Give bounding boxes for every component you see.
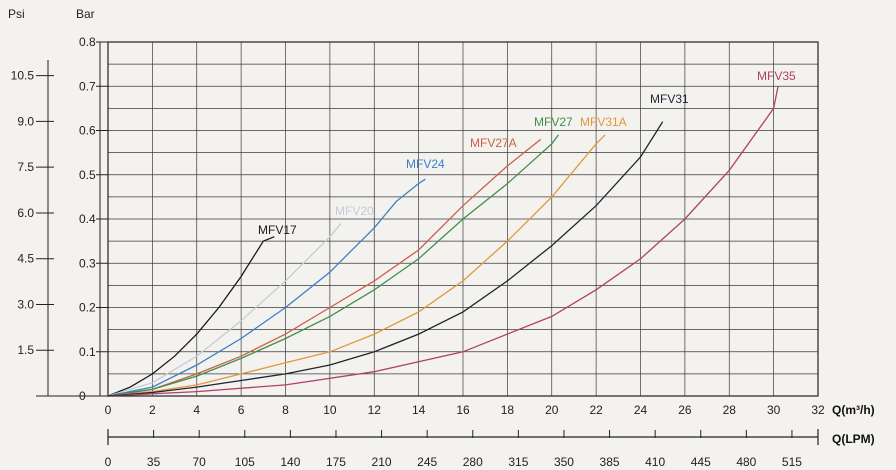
psi-unit-label: Psi	[8, 7, 25, 21]
bar-tick-label: 0.4	[79, 212, 96, 226]
psi-tick-label: 3.0	[17, 297, 34, 311]
x-tick-label: 32	[811, 403, 825, 417]
bar-tick-label: 0.5	[79, 168, 96, 182]
series-label-mfv20: MFV20	[335, 204, 374, 218]
lpm-tick-label: 280	[463, 455, 483, 469]
lpm-tick-label: 445	[691, 455, 711, 469]
lpm-tick-label: 315	[508, 455, 528, 469]
series-label-mfv31a: MFV31A	[580, 115, 627, 129]
x-axis-title: Q(m³/h)	[832, 403, 875, 417]
lpm-tick-label: 140	[280, 455, 300, 469]
lpm-tick-label: 480	[736, 455, 756, 469]
x-tick-label: 30	[767, 403, 781, 417]
x-tick-label: 12	[368, 403, 382, 417]
x-tick-label: 10	[323, 403, 337, 417]
lpm-tick-label: 210	[372, 455, 392, 469]
lpm-tick-label: 515	[782, 455, 802, 469]
series-line-mfv35	[107, 86, 779, 397]
pump-curves	[107, 86, 779, 397]
series-label-mfv27: MFV27	[534, 115, 573, 129]
x-tick-label: 18	[501, 403, 515, 417]
x-tick-label: 14	[412, 403, 426, 417]
x-tick-label: 22	[589, 403, 603, 417]
series-line-mfv27	[107, 134, 559, 397]
bar-tick-label: 0.8	[79, 35, 96, 49]
x-tick-label: 28	[723, 403, 737, 417]
x-tick-label: 8	[282, 403, 289, 417]
series-label-mfv17: MFV17	[258, 223, 297, 237]
series-label-mfv31: MFV31	[650, 92, 689, 106]
series-labels: MFV17 MFV20 MFV24 MFV27A MFV27 MFV31A MFV31 MFV…	[258, 69, 796, 237]
x-tick-label: 26	[678, 403, 692, 417]
bar-tick-label: 0.2	[79, 301, 96, 315]
series-line-mfv24	[107, 178, 426, 397]
tick-labels: 0 0.1 0.2 0.3 0.4 0.5 0.6 0.7 0.8 Bar 1.5 3.0 4.5 6.0…	[8, 7, 875, 469]
axes	[36, 41, 819, 445]
psi-tick-label: 10.5	[11, 69, 35, 83]
lpm-tick-label: 70	[193, 455, 207, 469]
bar-tick-label: 0.3	[79, 256, 96, 270]
psi-tick-label: 4.5	[17, 252, 34, 266]
series-line-mfv27a	[107, 138, 542, 397]
bar-tick-label: 0.7	[79, 79, 96, 93]
series-line-mfv31	[107, 121, 664, 397]
lpm-tick-label: 410	[645, 455, 665, 469]
lpm-tick-label: 35	[147, 455, 161, 469]
x-tick-label: 0	[105, 403, 112, 417]
lpm-tick-label: 175	[326, 455, 346, 469]
bar-unit-label: Bar	[76, 7, 95, 21]
lpm-axis-title: Q(LPM)	[832, 432, 875, 446]
x-tick-label: 4	[193, 403, 200, 417]
x-tick-label: 20	[545, 403, 559, 417]
psi-tick-label: 7.5	[17, 160, 34, 174]
psi-tick-label: 6.0	[17, 206, 34, 220]
series-label-mfv24: MFV24	[406, 157, 445, 171]
x-tick-label: 24	[634, 403, 648, 417]
x-tick-label: 16	[456, 403, 470, 417]
lpm-tick-label: 105	[235, 455, 255, 469]
x-tick-label: 2	[149, 403, 156, 417]
series-line-mfv20	[107, 222, 342, 397]
lpm-tick-label: 0	[105, 455, 112, 469]
psi-tick-label: 9.0	[17, 114, 34, 128]
bar-tick-label: 0.6	[79, 124, 96, 138]
lpm-tick-label: 385	[600, 455, 620, 469]
x-tick-label: 6	[238, 403, 245, 417]
bar-tick-label: 0.1	[79, 345, 96, 359]
series-line-mfv17	[107, 236, 275, 397]
psi-tick-label: 1.5	[17, 343, 34, 357]
bar-tick-label: 0	[79, 389, 86, 403]
series-label-mfv35: MFV35	[757, 69, 796, 83]
lpm-tick-label: 350	[554, 455, 574, 469]
lpm-tick-label: 245	[417, 455, 437, 469]
series-label-mfv27a: MFV27A	[470, 136, 517, 150]
series-line-mfv31a	[107, 134, 606, 397]
